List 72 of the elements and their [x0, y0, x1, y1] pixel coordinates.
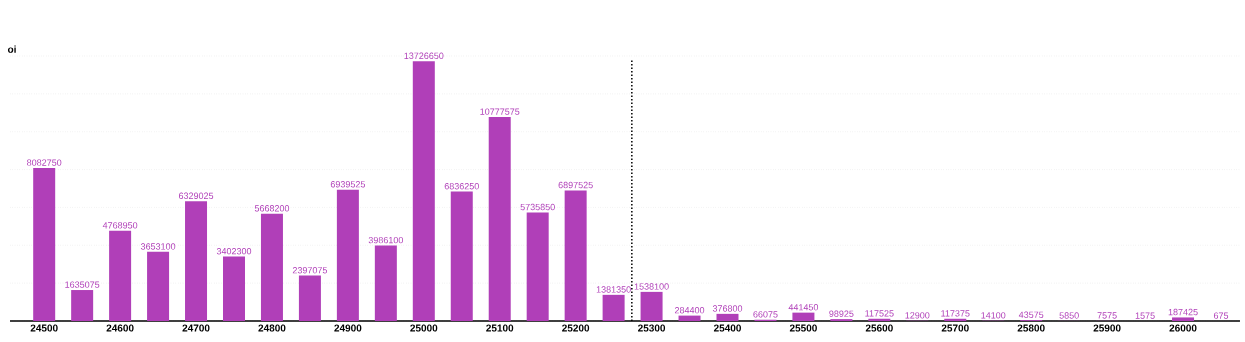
x-tick-label: 25900 — [1093, 324, 1121, 332]
x-tick-label: 25800 — [1017, 324, 1045, 332]
x-tick-label: 25300 — [638, 324, 666, 332]
x-tick-label: 25000 — [410, 324, 438, 332]
x-tick-label: 25500 — [789, 324, 817, 332]
data-label: 6897525 — [558, 181, 593, 189]
bar — [109, 230, 132, 321]
data-label: 1381350 — [596, 286, 631, 293]
data-label: 1575 — [1135, 312, 1155, 319]
y-axis-title: oi — [7, 45, 16, 53]
bar — [185, 201, 208, 321]
bar — [678, 315, 701, 321]
data-label: 1538100 — [634, 283, 669, 290]
bar — [602, 294, 625, 321]
bar — [147, 251, 170, 321]
data-label: 8082750 — [27, 159, 62, 166]
data-label: 6836250 — [444, 183, 479, 190]
data-label: 284400 — [674, 307, 705, 314]
x-tick-label: 25400 — [713, 324, 741, 332]
data-label: 5850 — [1059, 312, 1079, 319]
x-tick-label: 24600 — [106, 324, 134, 332]
data-label: 5668200 — [254, 205, 290, 212]
bar — [488, 116, 511, 321]
data-label: 675 — [1213, 312, 1229, 319]
data-label: 6939525 — [330, 181, 366, 188]
bar — [792, 312, 815, 321]
bar — [564, 190, 587, 321]
bar — [450, 191, 473, 321]
data-label: 3986100 — [368, 236, 403, 244]
data-label: 187425 — [1168, 308, 1198, 316]
bar — [412, 61, 435, 321]
data-label: 13726650 — [404, 52, 444, 59]
data-label: 117375 — [941, 310, 970, 317]
data-label: 376800 — [712, 305, 743, 312]
x-tick-label: 24800 — [258, 324, 286, 332]
x-tick-label: 26000 — [1169, 324, 1197, 332]
bar — [298, 275, 321, 321]
x-tick-label: 24500 — [30, 324, 58, 332]
bar — [1172, 317, 1195, 321]
data-label: 3402300 — [216, 248, 252, 255]
bar — [716, 313, 739, 321]
x-tick-label: 24900 — [334, 324, 362, 332]
bar — [223, 256, 245, 321]
data-label: 4768950 — [102, 222, 138, 229]
data-label: 3653100 — [140, 243, 176, 250]
bar — [33, 168, 56, 321]
data-label: 117525 — [865, 310, 894, 317]
x-tick-label: 25200 — [562, 324, 590, 332]
data-label: 43575 — [1018, 311, 1044, 318]
data-label: 14100 — [981, 312, 1006, 319]
bar — [526, 212, 549, 321]
bar — [944, 318, 967, 321]
data-label: 66075 — [753, 311, 778, 318]
data-label: 5735850 — [520, 203, 555, 211]
data-label: 7575 — [1097, 312, 1117, 319]
data-label: 12900 — [905, 312, 930, 319]
data-label: 10777575 — [480, 108, 520, 115]
data-label: 1635075 — [65, 281, 100, 288]
data-label: 98925 — [829, 310, 854, 317]
bar — [260, 213, 283, 321]
bar — [71, 290, 94, 321]
x-tick-label: 25700 — [941, 324, 969, 332]
x-tick-label: 25100 — [486, 324, 514, 332]
bar — [640, 291, 663, 321]
x-tick-label: 25600 — [865, 324, 893, 332]
bar — [336, 189, 359, 321]
bar — [868, 318, 891, 321]
bar — [374, 245, 397, 321]
x-tick-label: 24700 — [182, 324, 210, 332]
data-label: 441450 — [788, 304, 819, 311]
data-label: 2397075 — [292, 267, 328, 274]
data-label: 6329025 — [178, 192, 214, 199]
